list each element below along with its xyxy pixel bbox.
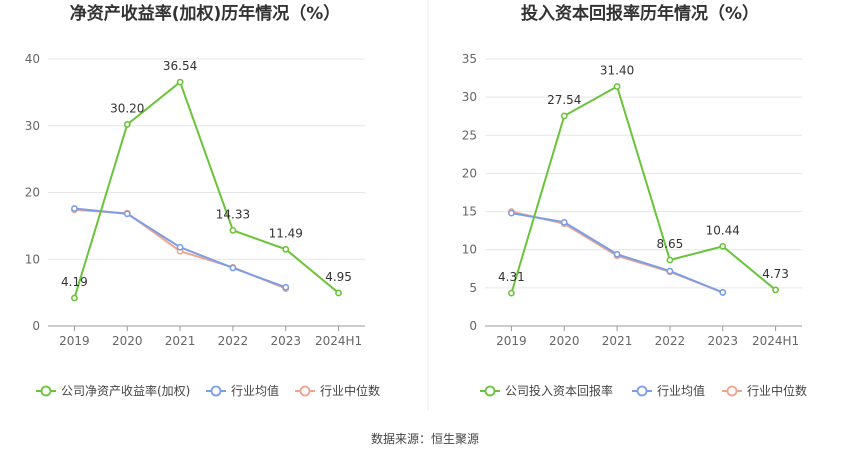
roic-chart-title: 投入资本回报率历年情况（%） [521,3,759,24]
data-point [71,205,78,212]
x-tick-label: 2019 [59,334,90,348]
data-label: 4.95 [325,270,352,284]
data-point [71,294,78,302]
data-point [229,226,237,234]
data-point [282,245,290,253]
data-point [508,289,515,297]
x-tick-label: 2019 [496,334,527,348]
x-tick-label: 2023 [270,334,301,348]
legend-label: 公司净资产收益率(加权) [61,383,190,398]
y-tick-label: 10 [25,252,40,266]
y-tick-label: 20 [25,186,40,200]
legend-label: 行业均值 [231,383,279,398]
x-tick-label: 2020 [549,334,580,348]
legend-swatch-marker [636,385,648,397]
y-tick-label: 40 [25,52,40,66]
data-label: 31.40 [600,63,634,77]
data-point [123,210,131,218]
data-label: 8.65 [657,237,684,251]
legend-item-2[interactable]: 行业中位数 [722,383,807,398]
legend-label: 行业中位数 [747,383,807,398]
x-tick-label: 2022 [655,334,686,348]
data-point [560,218,568,226]
y-tick-label: 0 [469,319,477,333]
roe-chart-panel: 净资产收益率(加权)历年情况（%） 0 10 20 30 40 2019 2020 2021 2… [25,3,380,398]
roic-chart-panel: 投入资本回报率历年情况（%） 0 5 10 15 20 25 30 35 2019 2020 202… [462,3,807,398]
legend-item-0[interactable]: 公司净资产收益率(加权) [36,383,190,398]
x-tick-label: 2024H1 [752,334,799,348]
legend-item-1[interactable]: 行业均值 [632,383,705,398]
data-label: 30.20 [110,101,144,115]
data-label: 36.54 [163,59,197,73]
y-tick-label: 15 [462,205,477,219]
data-point [176,243,184,251]
data-point [613,250,621,258]
data-point [229,264,237,272]
data-point [666,256,674,264]
x-tick-label: 2024H1 [315,334,362,348]
legend-swatch-marker [726,385,738,397]
y-tick-label: 30 [25,119,40,133]
legend-label: 行业中位数 [320,383,380,398]
y-tick-label: 30 [462,90,477,104]
y-tick-label: 10 [462,243,477,257]
data-point [282,283,290,291]
legend-item-0[interactable]: 公司投入资本回报率 [480,383,613,398]
roe-chart-title: 净资产收益率(加权)历年情况（%） [70,3,341,24]
legend-swatch-marker [210,385,222,397]
data-label: 4.19 [61,275,88,289]
data-point [719,289,727,296]
legend-item-2[interactable]: 行业中位数 [295,383,380,398]
y-tick-label: 20 [462,166,477,180]
data-point [719,242,727,250]
legend-swatch-marker [299,385,311,397]
series-line-0 [510,84,777,294]
data-label: 10.44 [706,223,740,237]
legend-label: 公司投入资本回报率 [505,383,613,398]
data-label: 4.73 [762,267,789,281]
data-point [613,83,621,90]
data-label: 14.33 [216,207,250,221]
data-point [335,289,342,297]
x-tick-label: 2021 [602,334,633,348]
data-point [666,267,674,275]
x-tick-label: 2020 [112,334,143,348]
data-label: 27.54 [547,93,581,107]
data-point [123,121,131,128]
y-tick-label: 25 [462,128,477,142]
data-point [508,209,515,217]
data-point [176,78,184,86]
data-label: 11.49 [269,226,303,240]
x-tick-label: 2023 [707,334,738,348]
y-tick-label: 35 [462,52,477,66]
data-label: 4.31 [498,270,525,284]
y-tick-label: 0 [32,319,40,333]
data-point [772,286,779,294]
legend-item-1[interactable]: 行业均值 [206,383,279,398]
legend-swatch-marker [40,385,52,397]
legend-label: 行业均值 [657,383,705,398]
series-line-0 [73,80,340,299]
y-tick-label: 5 [469,281,477,295]
legend-swatch-marker [484,385,496,397]
data-source-label: 数据来源：恒生聚源 [371,431,479,446]
data-point [560,112,568,120]
x-tick-label: 2021 [165,334,196,348]
x-tick-label: 2022 [218,334,249,348]
